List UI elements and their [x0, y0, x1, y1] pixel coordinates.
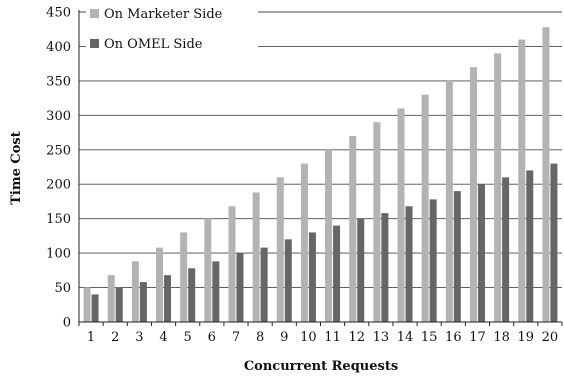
bar-marketer-6 — [204, 218, 212, 322]
legend-swatch-omel — [90, 39, 99, 48]
x-tick-label-19: 19 — [518, 330, 535, 345]
x-tick-label-6: 6 — [208, 330, 216, 345]
x-tick-label-10: 10 — [300, 330, 317, 345]
bar-marketer-10 — [300, 163, 308, 322]
legend-background-marketer — [86, 4, 258, 26]
bar-omel-16 — [453, 191, 461, 322]
bar-marketer-5 — [180, 232, 188, 322]
bars — [83, 27, 558, 323]
bar-marketer-17 — [469, 67, 477, 322]
bar-marketer-14 — [397, 108, 405, 322]
bar-omel-14 — [405, 206, 413, 322]
y-tick-label-300: 300 — [46, 109, 71, 124]
bar-marketer-19 — [518, 39, 526, 323]
bar-omel-18 — [502, 177, 510, 322]
bar-marketer-8 — [252, 192, 260, 322]
y-axis-title: Time Cost — [9, 131, 24, 205]
x-axis-title: Concurrent Requests — [244, 359, 398, 374]
y-tick-label-50: 50 — [54, 281, 71, 296]
legend-label-omel: On OMEL Side — [104, 37, 203, 52]
legend: On Marketer Side On OMEL Side — [86, 4, 258, 56]
x-tick-label-7: 7 — [232, 330, 240, 345]
bar-marketer-12 — [349, 136, 357, 322]
bar-marketer-15 — [421, 94, 429, 323]
x-tick-label-13: 13 — [373, 330, 390, 345]
x-tick-label-8: 8 — [256, 330, 264, 345]
bar-marketer-11 — [325, 149, 333, 322]
x-tick-label-1: 1 — [87, 330, 95, 345]
x-tick-label-5: 5 — [184, 330, 192, 345]
y-tick-label-0: 0 — [63, 316, 71, 331]
bar-omel-5 — [188, 268, 196, 322]
y-tick-label-350: 350 — [46, 74, 71, 89]
x-tick-label-2: 2 — [111, 330, 119, 345]
x-tick-label-11: 11 — [324, 330, 341, 345]
x-tick-label-12: 12 — [348, 330, 365, 345]
bar-omel-15 — [429, 199, 437, 322]
y-tick-label-200: 200 — [46, 178, 71, 193]
bar-omel-4 — [164, 275, 172, 322]
legend-label-marketer: On Marketer Side — [104, 7, 223, 22]
legend-background-omel — [86, 34, 258, 56]
x-tick-label-18: 18 — [493, 330, 510, 345]
bar-omel-7 — [236, 253, 244, 322]
bar-omel-1 — [91, 294, 99, 322]
axes — [78, 10, 563, 326]
x-tick-label-3: 3 — [135, 330, 143, 345]
bar-marketer-18 — [494, 53, 502, 322]
bar-marketer-13 — [373, 122, 381, 322]
x-tick-label-4: 4 — [159, 330, 167, 345]
bar-omel-20 — [550, 163, 558, 322]
bar-marketer-4 — [156, 247, 164, 322]
x-tick-labels: 1 2 3 4 5 6 7 8 9 10 11 12 13 14 15 16 17 18 19 20 — [87, 330, 558, 345]
x-tick-label-20: 20 — [542, 330, 559, 345]
bar-omel-9 — [284, 239, 292, 322]
bar-omel-2 — [115, 287, 123, 322]
bar-omel-11 — [333, 225, 341, 322]
bar-marketer-20 — [542, 27, 550, 323]
x-tick-label-14: 14 — [397, 330, 414, 345]
y-tick-label-450: 450 — [46, 6, 71, 21]
bar-omel-10 — [308, 232, 316, 322]
bar-omel-6 — [212, 261, 220, 322]
bar-marketer-9 — [276, 177, 284, 322]
y-tick-label-400: 400 — [46, 40, 71, 55]
x-tick-label-9: 9 — [280, 330, 288, 345]
x-tick-label-17: 17 — [469, 330, 486, 345]
y-tick-label-100: 100 — [46, 247, 71, 262]
bar-marketer-16 — [445, 80, 453, 322]
y-tick-label-250: 250 — [46, 143, 71, 158]
bar-omel-12 — [357, 218, 365, 322]
bar-omel-8 — [260, 247, 268, 322]
bar-omel-17 — [477, 184, 485, 322]
bar-omel-19 — [526, 170, 534, 322]
y-tick-label-150: 150 — [46, 212, 71, 227]
bar-marketer-7 — [228, 206, 236, 322]
y-tick-labels: 0 50 100 150 200 250 300 350 400 450 — [46, 6, 71, 331]
bar-marketer-2 — [107, 275, 115, 322]
x-tick-label-15: 15 — [421, 330, 438, 345]
bar-marketer-3 — [131, 261, 139, 322]
bar-omel-3 — [139, 282, 147, 322]
legend-swatch-marketer — [90, 9, 99, 18]
x-tick-label-16: 16 — [445, 330, 462, 345]
bar-marketer-1 — [83, 287, 91, 322]
bar-omel-13 — [381, 213, 389, 322]
